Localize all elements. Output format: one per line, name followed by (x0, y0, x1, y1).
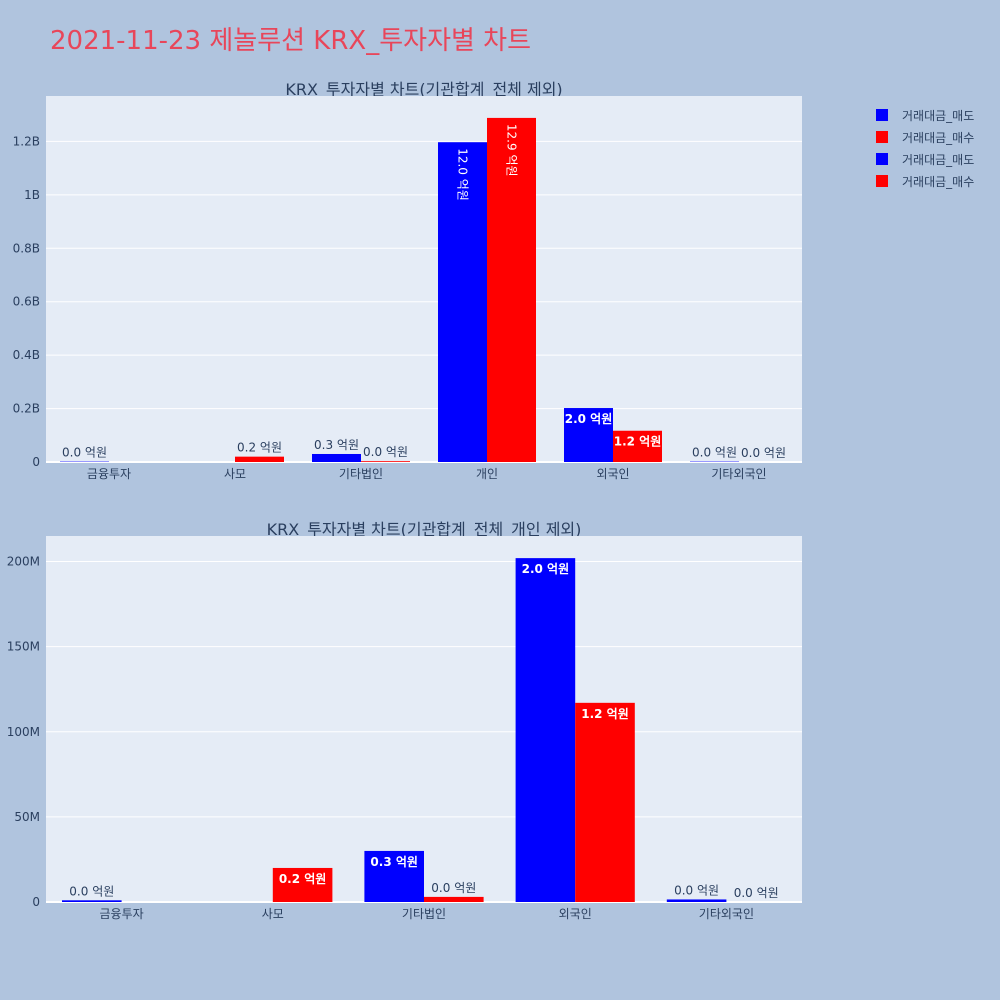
bar-value-label: 0.0 억원 (692, 446, 737, 460)
y-tick-label: 150M (7, 640, 40, 654)
x-tick-label: 기타법인 (339, 467, 383, 481)
legend-swatch (876, 131, 888, 143)
y-tick-label: 0.2B (13, 402, 40, 416)
y-tick-label: 0.8B (13, 241, 40, 255)
bar-value-label: 0.0 억원 (741, 446, 786, 460)
x-tick-label: 금융투자 (100, 907, 144, 921)
bar-value-label: 0.2 억원 (279, 872, 327, 886)
legend-label: 거래대금_매수 (902, 175, 974, 189)
y-tick-label: 200M (7, 555, 40, 569)
bar-buy (487, 117, 536, 463)
chart-title: KRX_투자자별 차트(기관합계_전체_개인 제외) (267, 520, 582, 540)
bar-buy (613, 430, 662, 462)
x-tick-label: 기타외국인 (711, 467, 766, 481)
legend-label: 거래대금_매수 (902, 131, 974, 145)
chart-investor-total: KRX_투자자별 차트(기관합계_전체 제외) 0 0.2B 0.4B 0.6B 0.8B… (13, 80, 802, 481)
plot-area (46, 536, 802, 902)
y-tick-label: 0 (32, 455, 40, 469)
page-title: 2021-11-23 제놀루션 KRX_투자자별 차트 (50, 26, 531, 56)
bar-value-label: 1.2 억원 (581, 707, 629, 721)
bar-value-label: 0.2 억원 (237, 441, 282, 455)
legend-swatch (876, 175, 888, 187)
bar-buy (272, 867, 333, 902)
legend-label: 거래대금_매도 (902, 109, 974, 123)
legend-label: 거래대금_매도 (902, 153, 974, 167)
y-tick-label: 50M (14, 810, 40, 824)
chart-title: KRX_투자자별 차트(기관합계_전체 제외) (285, 80, 562, 100)
bar-value-label: 0.3 억원 (314, 438, 359, 452)
bar-sell (312, 453, 361, 462)
x-tick-label: 외국인 (596, 467, 629, 481)
bar-value-label: 1.2 억원 (614, 435, 662, 449)
bar-value-label: 0.0 억원 (431, 881, 476, 895)
bar-value-label: 0.3 억원 (370, 855, 418, 869)
bar-value-label: 0.0 억원 (734, 886, 779, 900)
legend-swatch (876, 109, 888, 121)
plot-area (46, 96, 802, 462)
x-tick-label: 사모 (262, 907, 284, 921)
legend-swatch (876, 153, 888, 165)
y-tick-label: 0 (32, 895, 40, 909)
bar-sell (62, 900, 122, 902)
x-tick-label: 외국인 (559, 907, 592, 921)
bar-sell (515, 558, 576, 902)
y-tick-label: 100M (7, 725, 40, 739)
y-tick-label: 1.2B (13, 134, 40, 148)
bar-value-label: 12.9 억원 (505, 124, 519, 177)
x-tick-label: 기타외국인 (699, 907, 754, 921)
bar-value-label: 2.0 억원 (565, 412, 613, 426)
bar-value-label: 0.0 억원 (62, 446, 107, 460)
bar-value-label: 0.0 억원 (363, 445, 408, 459)
bar-value-label: 0.0 억원 (69, 884, 114, 898)
x-tick-label: 개인 (476, 467, 498, 481)
bar-value-label: 2.0 억원 (522, 562, 570, 576)
bar-buy (575, 702, 635, 902)
y-tick-label: 0.4B (13, 348, 40, 362)
x-tick-label: 기타법인 (402, 907, 446, 921)
y-tick-label: 1B (24, 188, 40, 202)
bar-sell (666, 899, 727, 902)
bar-value-label: 12.0 억원 (456, 148, 470, 201)
x-tick-label: 금융투자 (87, 467, 131, 481)
bar-value-label: 0.0 억원 (674, 883, 719, 897)
bar-buy (361, 461, 410, 462)
bar-sell (364, 850, 424, 902)
bar-sell (438, 142, 487, 462)
bar-buy (235, 456, 284, 462)
bar-buy (424, 896, 484, 902)
bar-sell (564, 408, 613, 462)
y-tick-label: 0.6B (13, 295, 40, 309)
x-tick-label: 사모 (224, 467, 246, 481)
chart-investor-excl-individual: KRX_투자자별 차트(기관합계_전체_개인 제외) 0 50M 100M 150M 20… (7, 520, 802, 921)
